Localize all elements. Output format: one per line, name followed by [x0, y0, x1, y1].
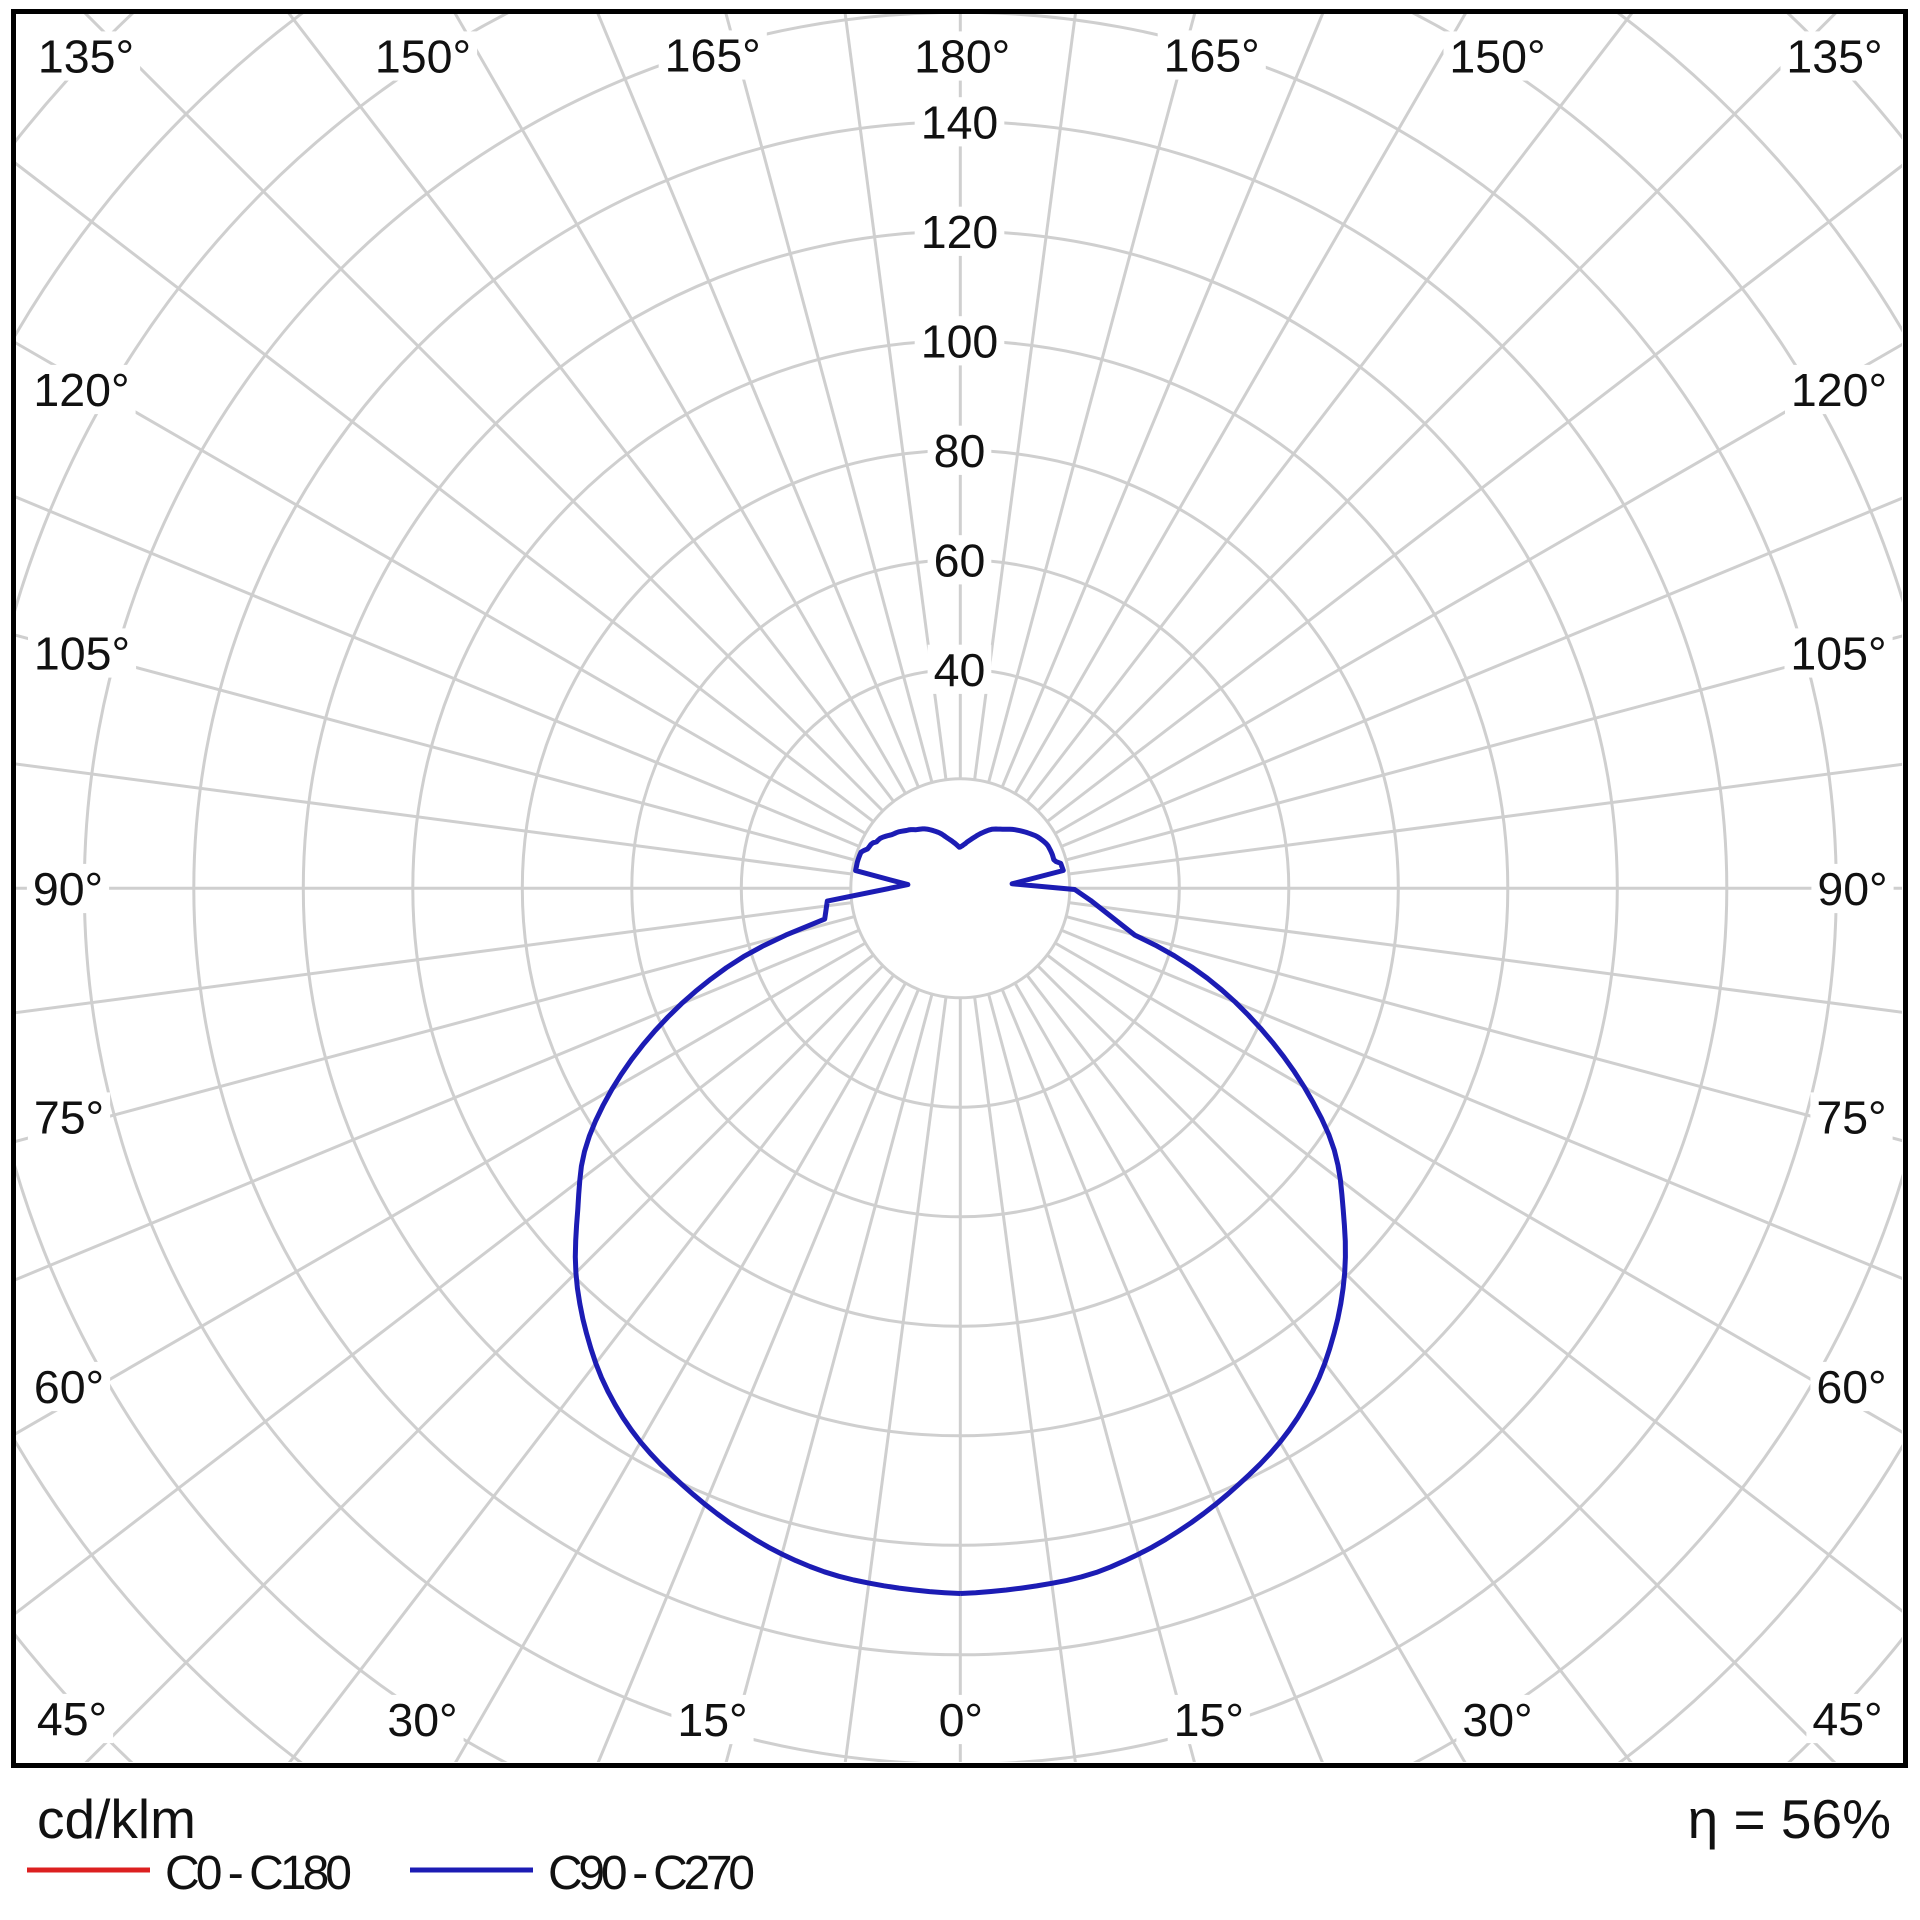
svg-text:165°: 165°	[1164, 30, 1260, 82]
svg-text:100: 100	[921, 315, 999, 367]
svg-text:C90 - C270: C90 - C270	[548, 1847, 755, 1900]
svg-text:90°: 90°	[33, 863, 103, 915]
svg-text:60°: 60°	[1816, 1361, 1886, 1413]
svg-text:15°: 15°	[1174, 1694, 1244, 1746]
svg-text:120°: 120°	[1791, 364, 1887, 416]
svg-text:120°: 120°	[33, 364, 129, 416]
svg-text:150°: 150°	[1449, 31, 1545, 83]
svg-text:η = 56%: η = 56%	[1688, 1788, 1891, 1850]
svg-text:135°: 135°	[38, 31, 134, 83]
svg-text:15°: 15°	[677, 1694, 747, 1746]
svg-text:135°: 135°	[1786, 31, 1882, 83]
svg-text:80: 80	[934, 425, 986, 477]
svg-text:105°: 105°	[1790, 628, 1886, 680]
svg-text:30°: 30°	[1462, 1694, 1532, 1746]
svg-text:120: 120	[921, 206, 999, 258]
svg-text:cd/klm: cd/klm	[37, 1788, 196, 1850]
svg-text:45°: 45°	[1812, 1693, 1882, 1745]
svg-text:45°: 45°	[37, 1693, 107, 1745]
svg-text:90°: 90°	[1817, 863, 1887, 915]
svg-text:105°: 105°	[34, 628, 130, 680]
svg-text:40: 40	[934, 644, 986, 696]
svg-text:75°: 75°	[34, 1092, 104, 1144]
svg-text:C0 - C180: C0 - C180	[165, 1847, 352, 1900]
svg-text:60: 60	[934, 534, 986, 586]
svg-text:60°: 60°	[34, 1361, 104, 1413]
svg-text:75°: 75°	[1816, 1092, 1886, 1144]
svg-text:150°: 150°	[375, 31, 471, 83]
svg-text:30°: 30°	[387, 1694, 457, 1746]
svg-text:165°: 165°	[665, 30, 761, 82]
svg-text:0°: 0°	[939, 1694, 983, 1746]
svg-text:140: 140	[921, 96, 999, 148]
svg-text:180°: 180°	[914, 31, 1010, 83]
